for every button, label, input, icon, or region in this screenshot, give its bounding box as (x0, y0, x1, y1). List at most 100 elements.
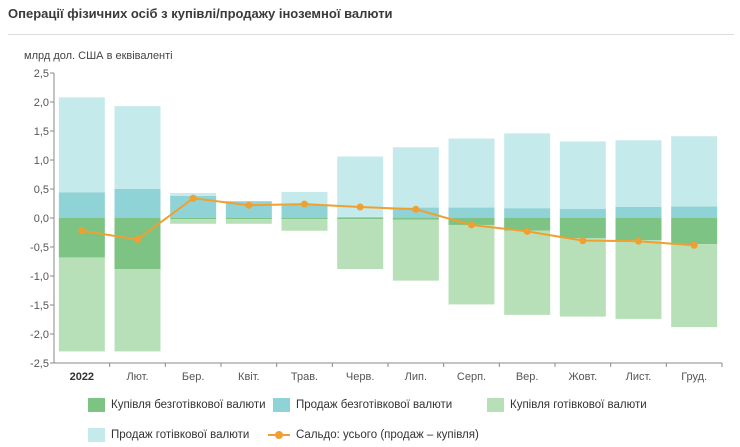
saldo-point (579, 237, 587, 245)
y-tick-label: -2,5 (30, 358, 49, 370)
legend-swatch-cash-sale (88, 428, 105, 442)
cash-purchase-bar (615, 240, 662, 319)
cash-sale-bar (58, 97, 105, 193)
noncash-purchase-bar (671, 218, 718, 245)
x-tick-label: Лип. (405, 371, 427, 383)
cash-purchase-bar (281, 219, 328, 231)
noncash-sale-bar (337, 216, 384, 218)
y-tick-label: 1,5 (34, 126, 49, 138)
saldo-line (78, 194, 698, 249)
saldo-point (245, 201, 253, 209)
noncash-purchase-bar (337, 218, 384, 220)
noncash-purchase-bar (225, 218, 272, 220)
cash-purchase-bar (337, 219, 384, 270)
legend-label-cash-sale: Продаж готівкової валюти (111, 429, 250, 441)
y-tick-label: 0,5 (34, 184, 49, 196)
noncash-sale-bar (504, 208, 551, 218)
noncash-purchase-bar (504, 218, 551, 231)
y-tick-label: -1,0 (30, 271, 49, 283)
cash-sale-bar (448, 138, 495, 208)
noncash-purchase-bar (559, 218, 606, 239)
noncash-sale-bar (281, 204, 328, 218)
cash-sale-bar (281, 191, 328, 205)
x-tick-label: Трав. (291, 371, 318, 383)
x-tick-label: Квіт. (238, 371, 260, 383)
cash-purchase-bar (392, 219, 439, 281)
legend-label-noncash-sale: Продаж безготівкової валюти (296, 399, 453, 411)
legend-item-cash-purchase: Купівля готівкової валюти (487, 398, 647, 412)
legend: Купівля безготівкової валюти Продаж безг… (0, 392, 740, 447)
legend-label-noncash-purchase: Купівля безготівкової валюти (111, 399, 266, 411)
y-axis: 2,5 2,0 1,5 1,0 0,5 0,0 -0,5 -1,0 -1,5 -2,0 -2,5 (30, 68, 55, 370)
x-tick-label: Груд. (681, 371, 707, 383)
legend-swatch-noncash-sale (273, 398, 290, 412)
noncash-purchase-bar (392, 218, 439, 220)
noncash-sale-bar (58, 192, 105, 218)
cash-purchase-bar (225, 219, 272, 224)
legend-item-noncash-purchase: Купівля безготівкової валюти (88, 398, 266, 412)
title-divider (8, 34, 734, 35)
y-tick-label: -1,5 (30, 300, 49, 312)
page-title: Операції фізичних осіб з купівлі/продажу… (8, 6, 393, 21)
cash-purchase-bar (114, 269, 161, 352)
cash-purchase-bar (58, 257, 105, 352)
saldo-point (635, 237, 642, 245)
saldo-point (134, 235, 141, 243)
saldo-point (468, 221, 475, 229)
noncash-purchase-bar (615, 218, 662, 241)
saldo-point (356, 203, 364, 211)
saldo-point (523, 227, 531, 235)
y-tick-label: 1,0 (34, 155, 49, 167)
saldo-point (690, 241, 698, 249)
cash-sale-bar (170, 193, 217, 196)
legend-label-cash-purchase: Купівля готівкової валюти (510, 399, 647, 411)
noncash-sale-bar (615, 206, 662, 218)
bars (58, 97, 718, 352)
noncash-purchase-bar (58, 218, 105, 258)
x-tick-label: Лист. (626, 371, 652, 383)
legend-item-saldo: Сальдо: усього (продаж – купівля) (268, 428, 479, 442)
x-tick-label: Серп. (457, 371, 486, 383)
y-tick-label: 2,5 (34, 68, 49, 80)
x-tick-label: Черв. (346, 371, 374, 383)
cash-sale-bar (671, 136, 718, 207)
legend-item-noncash-sale: Продаж безготівкової валюти (273, 398, 452, 412)
x-tick-label: 2022 (70, 371, 94, 383)
cash-sale-bar (114, 106, 161, 189)
noncash-sale-bar (448, 207, 495, 218)
cash-sale-bar (615, 140, 662, 207)
x-axis: 2022 Лют. Бер. Квіт. Трав. Черв. Лип. Серп. Вер.… (54, 362, 723, 383)
y-tick-label: 2,0 (34, 97, 49, 109)
saldo-point (78, 227, 86, 235)
cash-purchase-bar (170, 219, 217, 224)
chart: млрд дол. США в еквіваленті 2,5 2,0 1,5 1,0… (24, 50, 723, 383)
noncash-purchase-bar (170, 218, 217, 220)
saldo-point (189, 194, 197, 202)
y-tick-label: -0,5 (30, 242, 49, 254)
legend-item-cash-sale: Продаж готівкової валюти (88, 428, 249, 442)
noncash-sale-bar (559, 208, 606, 218)
legend-swatch-saldo (268, 428, 290, 442)
noncash-sale-bar (170, 195, 217, 218)
y-axis-label: млрд дол. США в еквіваленті (24, 50, 173, 62)
legend-swatch-cash-purchase (487, 398, 504, 412)
noncash-purchase-bar (281, 218, 328, 220)
x-tick-label: Вер. (516, 371, 539, 383)
x-tick-label: Бер. (182, 371, 205, 383)
x-tick-label: Жовт. (569, 371, 598, 383)
cash-sale-bar (559, 141, 606, 209)
cash-purchase-bar (559, 238, 606, 317)
legend-swatch-noncash-purchase (88, 398, 105, 412)
noncash-purchase-bar (114, 218, 161, 270)
cash-sale-bar (504, 133, 551, 209)
x-tick-label: Лют. (126, 371, 148, 383)
saldo-polyline (81, 197, 695, 247)
noncash-sale-bar (114, 189, 161, 218)
y-tick-label: -2,0 (30, 329, 49, 341)
cash-purchase-bar (504, 230, 551, 315)
saldo-point (301, 200, 308, 208)
cash-sale-bar (392, 147, 439, 208)
noncash-sale-bar (671, 206, 718, 218)
cash-purchase-bar (448, 224, 495, 305)
legend-label-saldo: Сальдо: усього (продаж – купівля) (296, 429, 479, 441)
